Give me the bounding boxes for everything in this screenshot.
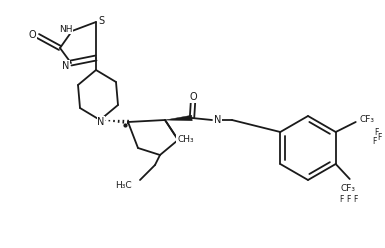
Text: F: F: [378, 133, 382, 142]
Text: NH: NH: [59, 25, 73, 33]
Text: S: S: [98, 16, 104, 26]
Text: F: F: [346, 195, 351, 204]
Text: H₃C: H₃C: [116, 181, 132, 189]
Text: F: F: [375, 128, 379, 137]
Polygon shape: [165, 115, 192, 121]
Text: O: O: [189, 92, 197, 102]
Text: O: O: [28, 30, 36, 40]
Text: N: N: [97, 117, 105, 127]
Text: N: N: [62, 61, 70, 71]
Text: F: F: [353, 195, 358, 204]
Text: CH₃: CH₃: [177, 135, 194, 145]
Text: F: F: [373, 137, 377, 146]
Text: CF₃: CF₃: [340, 184, 355, 193]
Text: CF₃: CF₃: [360, 116, 375, 124]
Text: N: N: [214, 115, 221, 125]
Text: F: F: [340, 195, 344, 204]
